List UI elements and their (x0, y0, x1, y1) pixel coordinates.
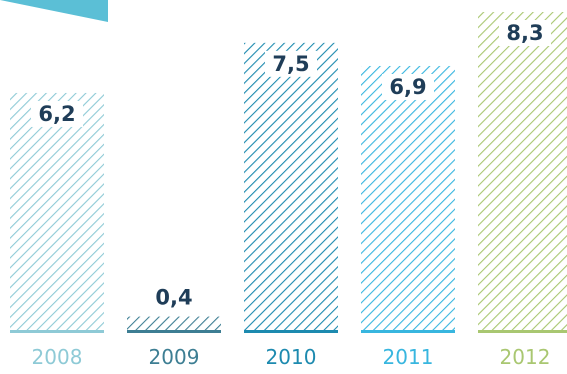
bar-2012 (478, 12, 567, 332)
bar-base-2010 (244, 330, 338, 333)
corner-accent-shape (0, 0, 108, 22)
bar-base-2011 (361, 330, 455, 333)
value-label-2009: 0,4 (155, 286, 192, 310)
x-axis-labels: 2008 2009 2010 2011 2012 (32, 345, 551, 369)
x-tick-label-2008: 2008 (32, 345, 83, 369)
bar-2009 (127, 316, 221, 332)
value-label-box-2012 (499, 20, 551, 46)
value-label-2010: 7,5 (272, 52, 309, 76)
bar-2008 (10, 92, 104, 332)
bar-base-2008 (10, 330, 104, 333)
value-label-box-2011 (382, 73, 434, 100)
bar-base-2009 (127, 330, 221, 333)
bar-base-2012 (478, 330, 567, 333)
bars-group: 6,2 0,4 7,5 6,9 8,3 (10, 12, 567, 333)
value-label-box-2009 (148, 284, 200, 311)
bar-2010 (244, 42, 338, 332)
value-label-2011: 6,9 (389, 75, 426, 99)
x-tick-label-2011: 2011 (383, 345, 434, 369)
x-tick-label-2012: 2012 (500, 345, 551, 369)
value-label-2008: 6,2 (38, 102, 75, 126)
value-label-box-2008 (31, 100, 83, 127)
value-label-box-2010 (265, 50, 317, 77)
x-tick-label-2010: 2010 (266, 345, 317, 369)
value-label-2012: 8,3 (506, 21, 543, 45)
bar-2011 (361, 65, 455, 333)
x-tick-label-2009: 2009 (149, 345, 200, 369)
